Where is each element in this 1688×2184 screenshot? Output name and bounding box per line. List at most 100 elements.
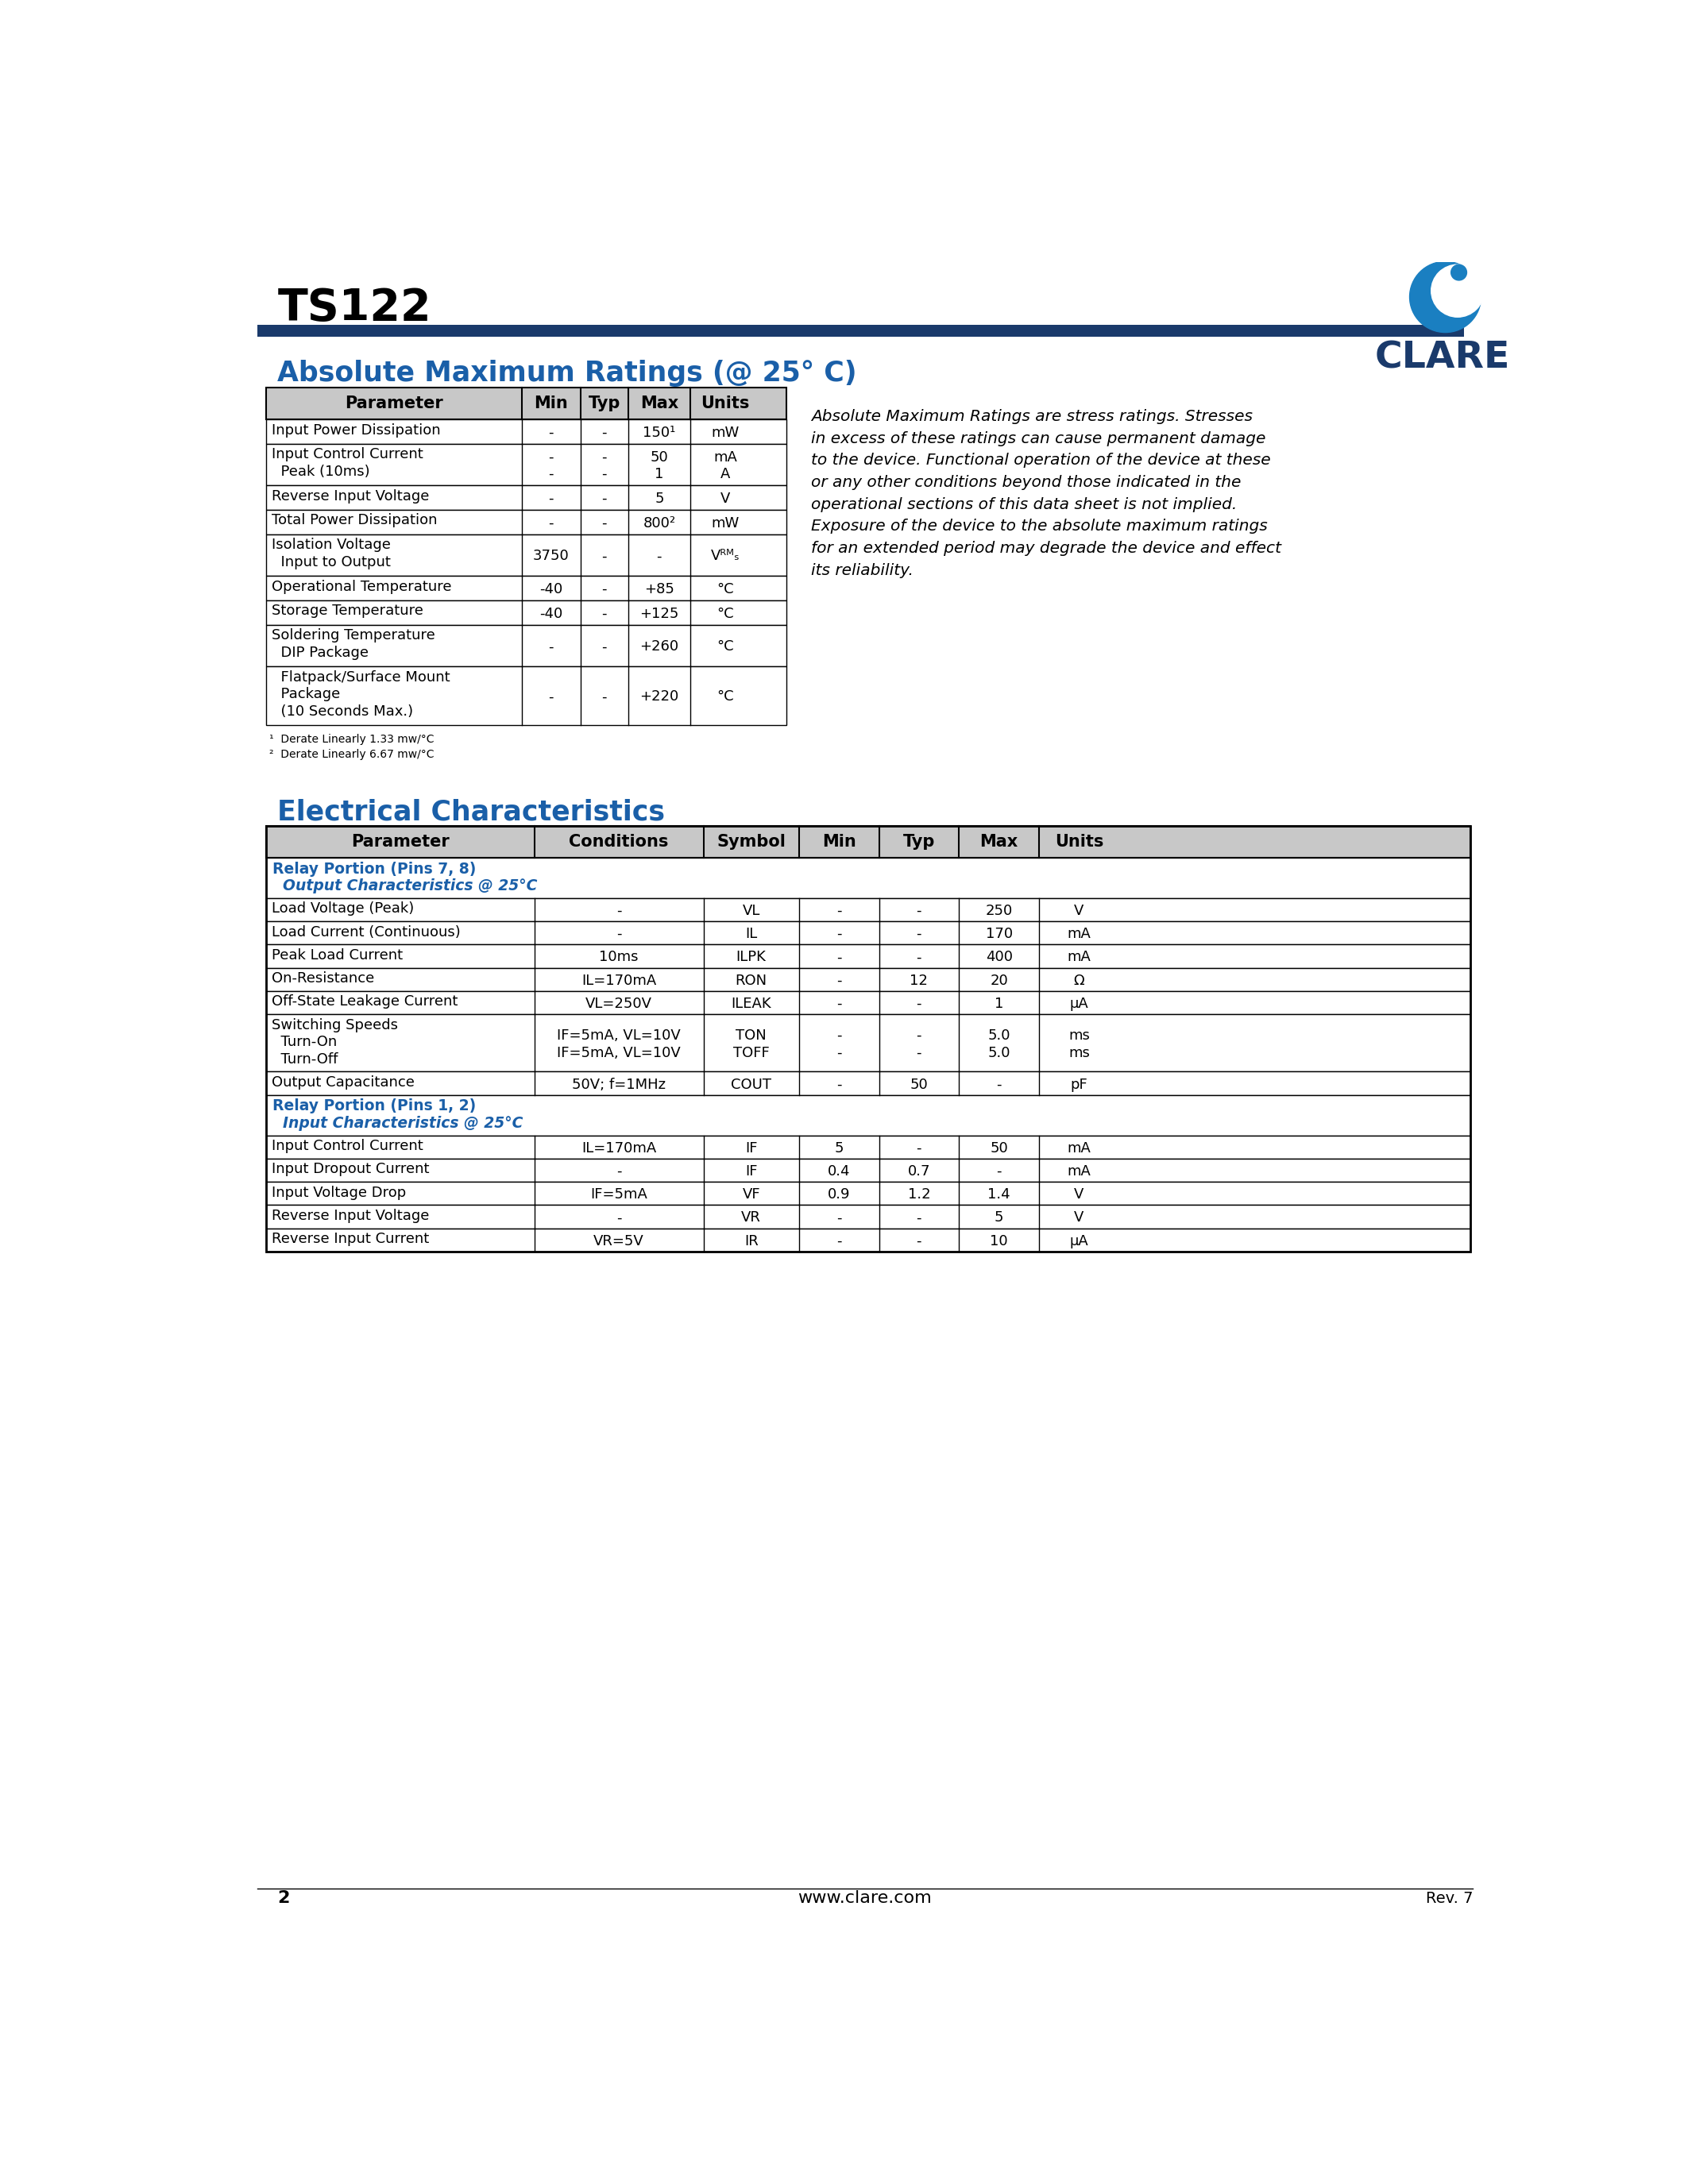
Text: -: - [836,1210,842,1225]
Bar [267,387,787,419]
Text: Relay Portion (Pins 1, 2): Relay Portion (Pins 1, 2) [272,1099,476,1114]
Text: -: - [549,690,554,703]
Text: 0.4: 0.4 [827,1164,851,1179]
Text: +220: +220 [640,690,679,703]
Circle shape [1431,264,1484,317]
Text: 5: 5 [655,491,663,507]
Text: -: - [917,1029,922,1042]
Text: 5: 5 [834,1140,844,1155]
Bar [267,898,1470,922]
Text: Operational Temperature: Operational Temperature [272,579,451,594]
Text: -: - [549,426,554,439]
Text: Input Characteristics @ 25°C: Input Characteristics @ 25°C [272,1116,523,1131]
Text: Relay Portion (Pins 7, 8): Relay Portion (Pins 7, 8) [272,860,476,876]
Text: IF=5mA, VL=10V: IF=5mA, VL=10V [557,1046,680,1059]
Text: -: - [917,996,922,1011]
Text: -: - [836,950,842,965]
Text: 3750: 3750 [533,548,569,563]
Text: 5.0: 5.0 [987,1046,1011,1059]
Text: IF=5mA, VL=10V: IF=5mA, VL=10V [557,1029,680,1042]
Text: CLARE: CLARE [1374,341,1511,376]
Text: Typ: Typ [589,395,621,411]
Text: -: - [549,467,554,480]
Text: -40: -40 [540,607,562,620]
Text: -: - [603,467,608,480]
Text: -: - [603,491,608,507]
Text: 50: 50 [910,1077,928,1092]
Text: A: A [721,467,731,480]
Bar [267,601,787,625]
Text: Output Characteristics @ 25°C: Output Characteristics @ 25°C [272,878,537,893]
Bar [267,1072,1470,1094]
Text: IF=5mA: IF=5mA [591,1188,648,1201]
Text: -: - [549,640,554,653]
Text: -: - [836,904,842,917]
Text: Input Control Current: Input Control Current [272,448,424,461]
Text: TS122: TS122 [277,286,432,330]
Text: Reverse Input Voltage: Reverse Input Voltage [272,1208,429,1223]
Text: -: - [616,1210,621,1225]
Text: 400: 400 [986,950,1013,965]
Text: -: - [917,1046,922,1059]
Text: 250: 250 [986,904,1013,917]
Text: mA: mA [1067,1164,1090,1179]
Text: Units: Units [1055,834,1104,850]
Text: Ω: Ω [1074,974,1084,987]
Bar [267,1158,1470,1182]
Text: ILEAK: ILEAK [731,996,771,1011]
Text: -: - [603,690,608,703]
Text: Turn-Off: Turn-Off [272,1053,338,1066]
Text: 1: 1 [994,996,1003,1011]
Text: -: - [603,640,608,653]
Text: VR=5V: VR=5V [594,1234,645,1249]
Text: 50V; f=1MHz: 50V; f=1MHz [572,1077,665,1092]
Text: μA: μA [1070,996,1089,1011]
Text: -: - [657,548,662,563]
Text: in excess of these ratings can cause permanent damage: in excess of these ratings can cause per… [812,430,1266,446]
Text: 10ms: 10ms [599,950,638,965]
Bar [267,666,787,725]
Text: Units: Units [701,395,749,411]
Text: Package: Package [272,688,339,701]
Text: VR: VR [741,1210,761,1225]
Text: Input Voltage Drop: Input Voltage Drop [272,1186,405,1199]
Text: its reliability.: its reliability. [812,563,913,579]
Text: Max: Max [979,834,1018,850]
Text: Peak Load Current: Peak Load Current [272,948,402,963]
Text: Max: Max [640,395,679,411]
Text: V: V [721,491,731,507]
Text: Absolute Maximum Ratings are stress ratings. Stresses: Absolute Maximum Ratings are stress rati… [812,408,1252,424]
Text: -: - [836,1234,842,1249]
Text: 1.2: 1.2 [908,1188,930,1201]
Text: -: - [917,1210,922,1225]
Text: 150¹: 150¹ [643,426,675,439]
Text: -: - [549,515,554,531]
Text: to the device. Functional operation of the device at these: to the device. Functional operation of t… [812,452,1271,467]
Text: 0.7: 0.7 [908,1164,930,1179]
Text: 170: 170 [986,926,1013,941]
Text: -40: -40 [540,581,562,596]
Text: mA: mA [1067,926,1090,941]
Text: 0.9: 0.9 [827,1188,851,1201]
Text: Typ: Typ [903,834,935,850]
Text: 800²: 800² [643,515,675,531]
Circle shape [1452,264,1467,280]
Circle shape [1409,262,1480,332]
Text: °C: °C [717,690,734,703]
Text: ²  Derate Linearly 6.67 mw/°C: ² Derate Linearly 6.67 mw/°C [270,749,434,760]
Text: Total Power Dissipation: Total Power Dissipation [272,513,437,529]
Text: (10 Seconds Max.): (10 Seconds Max.) [272,703,414,719]
Text: 10: 10 [989,1234,1008,1249]
Text: IL=170mA: IL=170mA [581,974,657,987]
Text: VL: VL [743,904,760,917]
Text: °C: °C [717,581,734,596]
Text: 5: 5 [994,1210,1004,1225]
Text: Reverse Input Voltage: Reverse Input Voltage [272,489,429,502]
Text: for an extended period may degrade the device and effect: for an extended period may degrade the d… [812,542,1281,557]
Text: Symbol: Symbol [717,834,785,850]
Text: ¹  Derate Linearly 1.33 mw/°C: ¹ Derate Linearly 1.33 mw/°C [270,734,434,745]
Bar [267,826,1470,858]
Text: °C: °C [717,607,734,620]
Text: mW: mW [711,426,739,439]
Text: -: - [917,1140,922,1155]
